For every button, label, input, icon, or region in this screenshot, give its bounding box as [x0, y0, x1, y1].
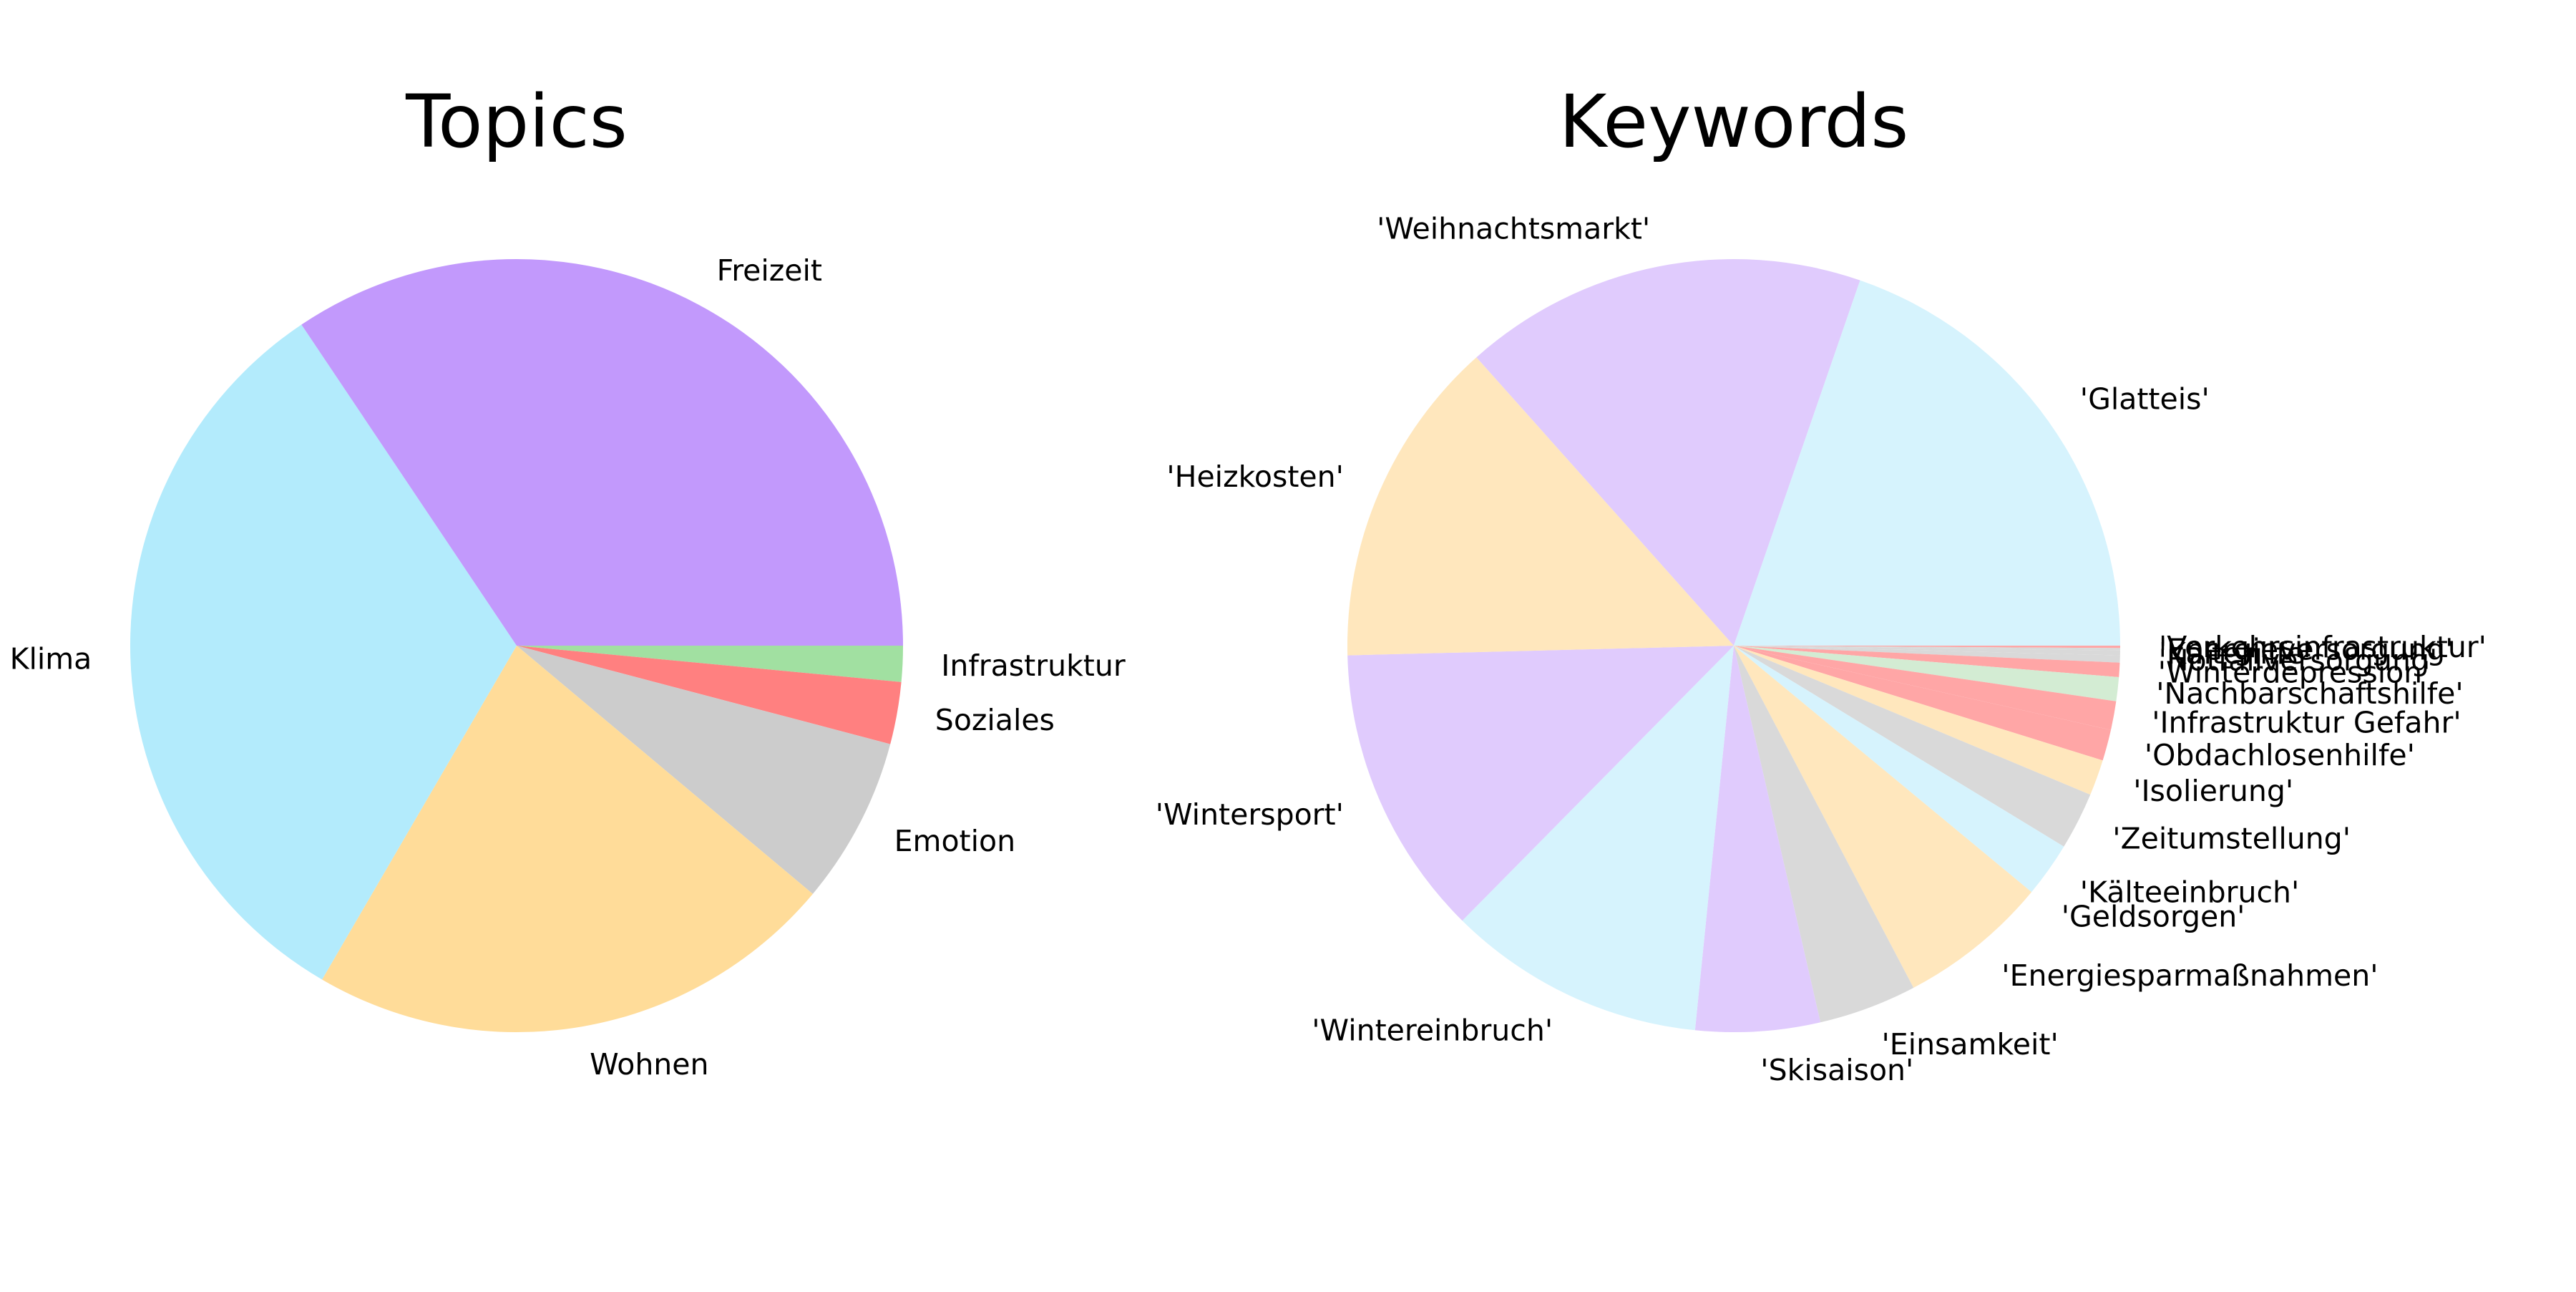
keywords-label-energieversorgung: 'Energieversorgung'	[2159, 633, 2453, 667]
keywords-slice-isolierung	[1734, 646, 2103, 795]
keywords-slice-nachbarschaftshilfe	[1734, 646, 2119, 701]
keywords-slice-heizkosten	[1347, 357, 1734, 656]
keywords-label-isolierung: 'Isolierung'	[2133, 774, 2293, 808]
topics-slice-klima	[130, 324, 517, 980]
topics-title: Topics	[405, 79, 628, 165]
keywords-label-verkehrsinfrastruktur: 'Verkehrsinfrastruktur'	[2159, 630, 2487, 664]
keywords-slice-einsamkeit	[1734, 646, 1914, 1023]
keywords-slice-obdachlosenhilfe	[1734, 646, 2111, 761]
keywords-label-k-lteeinbruch: 'Kälteeinbruch'	[2080, 875, 2300, 910]
keywords-label-energiesparma-nahmen: 'Energiesparmaßnahmen'	[2001, 958, 2378, 993]
topics-label-emotion: Emotion	[894, 824, 1015, 858]
keywords-label-zeitumstellung: 'Zeitumstellung'	[2112, 822, 2351, 856]
keywords-label-einsamkeit: 'Einsamkeit'	[1882, 1027, 2059, 1062]
topics-label-wohnen: Wohnen	[590, 1047, 708, 1082]
keywords-title: Keywords	[1559, 79, 1909, 165]
keywords-slice-zeitumstellung	[1734, 646, 2091, 847]
keywords-label-skisaison: 'Skisaison'	[1760, 1053, 1913, 1087]
keywords-slice-energiesparma-nahmen	[1734, 646, 2032, 989]
keywords-slice-k-ltehilfe	[1734, 646, 2120, 656]
keywords-slice-k-lteeinbruch	[1734, 646, 2064, 893]
topics-label-infrastruktur: Infrastruktur	[941, 649, 1126, 683]
topics-slice-soziales	[517, 646, 902, 744]
keywords-label-weihnachtsmarkt: 'Weihnachtsmarkt'	[1377, 212, 1650, 246]
keywords-label-obdachlosenhilfe: 'Obdachlosenhilfe'	[2145, 738, 2415, 772]
keywords-label-heizkosten: 'Heizkosten'	[1166, 460, 1344, 494]
keywords-slice-energieversorgung	[1734, 646, 2120, 651]
keywords-slice-verkehrsinfrastruktur	[1734, 646, 2120, 649]
keywords-label-glatteis: 'Glatteis'	[2080, 382, 2210, 416]
keywords-slice-glatteis	[1734, 280, 2120, 646]
keywords-label-winterdepression: 'Winterdepression'	[2158, 655, 2431, 689]
topics-label-soziales: Soziales	[935, 703, 1055, 737]
topics-pie-chart: Topics Freizeit Klima Wohnen Emotion Soziale…	[10, 79, 1126, 1082]
keywords-slice-weihnachtsmarkt	[1476, 259, 1860, 646]
keywords-slice-notfallversorgung	[1734, 646, 2120, 663]
keywords-label-infrastruktur-gefahr: 'Infrastruktur Gefahr'	[2152, 706, 2461, 740]
keywords-slice-wintereinbruch	[1462, 646, 1734, 1031]
keywords-slice-infrastruktur-gefahr	[1734, 646, 2117, 730]
topics-label-freizeit: Freizeit	[717, 253, 822, 288]
keywords-label-nachbarschaftshilfe: 'Nachbarschaftshilfe'	[2156, 676, 2463, 711]
topics-label-klima: Klima	[10, 642, 92, 676]
keywords-label-wintereinbruch: 'Wintereinbruch'	[1312, 1014, 1553, 1048]
topics-slice-infrastruktur	[517, 646, 903, 682]
keywords-slice-skisaison	[1694, 646, 1821, 1032]
keywords-label-k-ltehilfe: 'Kältehilfe'	[2159, 636, 2313, 671]
topics-slice-freizeit	[301, 259, 903, 646]
topics-slice-emotion	[517, 646, 891, 894]
keywords-label-geldsorgen: 'Geldsorgen'	[2062, 900, 2245, 934]
keywords-slice-winterdepression	[1734, 646, 2120, 678]
keywords-label-wintersport: 'Wintersport'	[1156, 797, 1344, 832]
topics-slice-wohnen	[322, 646, 813, 1033]
keywords-slice-wintersport	[1347, 646, 1734, 921]
keywords-pie-chart: Keywords 'Glatteis' 'Weihnachtsmarkt' 'Hei…	[1156, 79, 2487, 1087]
keywords-label-notfallversorgung: 'Notfallversorgung'	[2159, 643, 2438, 678]
